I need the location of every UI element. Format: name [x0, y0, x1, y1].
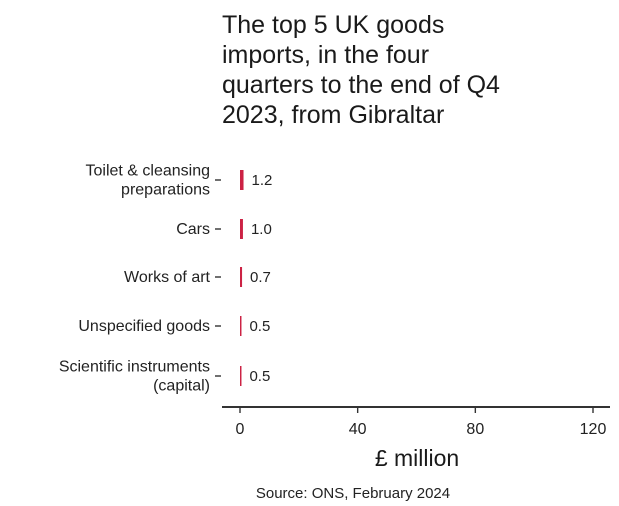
chart-title-line: quarters to the end of Q4 [222, 71, 500, 99]
x-tick-label: 80 [466, 421, 484, 438]
x-axis-label: £ million [375, 445, 459, 471]
x-tick-label: 120 [580, 421, 607, 438]
value-labels: 1.2 1.0 0.7 0.5 0.5 [249, 172, 272, 385]
chart-title-line: imports, in the four [222, 41, 429, 69]
category-label: Unspecified goods [78, 318, 210, 335]
category-label: Scientific instruments [59, 359, 210, 376]
bar [240, 267, 243, 287]
value-label: 0.5 [249, 368, 270, 385]
chart-title-line: 2023, from Gibraltar [222, 101, 444, 129]
bar [240, 170, 244, 190]
bar [240, 316, 242, 336]
category-labels: Toilet & cleansing preparations Cars Works … [59, 163, 221, 395]
value-label: 0.5 [249, 318, 270, 335]
x-axis-ticks: 0 40 80 120 [236, 407, 607, 438]
value-label: 1.0 [251, 221, 272, 238]
bars [240, 170, 244, 386]
x-tick-label: 0 [236, 421, 245, 438]
x-tick-label: 40 [349, 421, 367, 438]
category-label: Cars [176, 221, 210, 238]
bar [240, 366, 242, 386]
source-note: Source: ONS, February 2024 [256, 485, 450, 502]
category-label: Works of art [124, 269, 211, 286]
value-label: 0.7 [250, 269, 271, 286]
category-label: (capital) [153, 378, 210, 395]
bar [240, 219, 243, 239]
category-label: Toilet & cleansing [85, 163, 210, 180]
category-label: preparations [121, 182, 210, 199]
chart-title-line: The top 5 UK goods [222, 11, 444, 39]
value-label: 1.2 [252, 172, 273, 189]
